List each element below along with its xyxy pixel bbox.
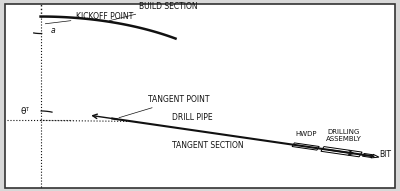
FancyBboxPatch shape	[6, 4, 394, 188]
Text: BIT: BIT	[379, 150, 391, 159]
Text: DRILLING
ASSEMBLY: DRILLING ASSEMBLY	[326, 129, 362, 142]
Text: DRILL PIPE: DRILL PIPE	[172, 112, 212, 121]
Text: HWDP: HWDP	[295, 131, 316, 137]
Text: θᵀ: θᵀ	[21, 107, 30, 117]
Text: KICKOFF POINT: KICKOFF POINT	[45, 12, 134, 24]
Bar	[362, 154, 372, 157]
Text: TANGENT SECTION: TANGENT SECTION	[172, 142, 244, 151]
Text: a: a	[50, 26, 55, 35]
Polygon shape	[371, 154, 379, 158]
Bar	[321, 146, 362, 157]
Bar	[292, 143, 319, 150]
Text: TANGENT POINT: TANGENT POINT	[119, 95, 210, 118]
Text: BUILD SECTION: BUILD SECTION	[110, 2, 197, 21]
